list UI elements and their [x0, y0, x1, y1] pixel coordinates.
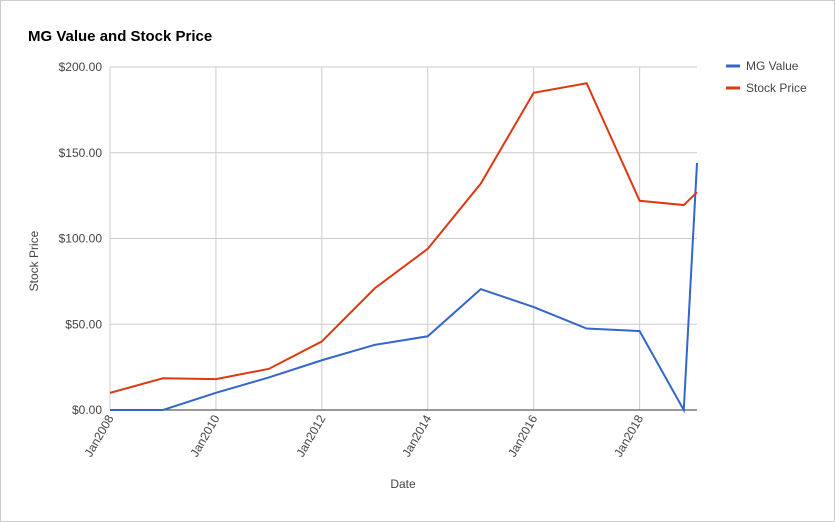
y-tick-label: $100.00 — [59, 232, 103, 246]
legend-label: Stock Price — [746, 81, 807, 95]
y-tick-label: $200.00 — [59, 60, 103, 74]
x-axis-label: Date — [390, 477, 416, 491]
y-axis-label: Stock Price — [27, 230, 41, 291]
y-tick-label: $150.00 — [59, 146, 103, 160]
chart-title: MG Value and Stock Price — [28, 28, 212, 45]
y-tick-label: $0.00 — [72, 403, 102, 417]
legend-label: MG Value — [746, 59, 799, 73]
line-series — [109, 82, 698, 394]
y-tick-label: $50.00 — [65, 317, 102, 331]
line-series — [110, 162, 698, 414]
